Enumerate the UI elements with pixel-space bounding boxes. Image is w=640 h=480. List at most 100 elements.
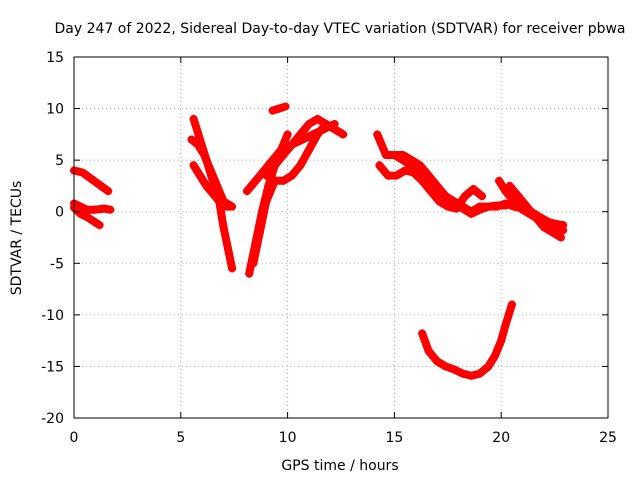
y-tick-label: -15 <box>41 359 64 375</box>
y-tick-labels: -20 -15 -10 -5 0 5 10 15 <box>41 50 64 427</box>
data-series-arc-13 <box>375 161 486 213</box>
y-tick-label: -10 <box>41 308 64 324</box>
data-point <box>492 202 501 211</box>
data-point <box>518 205 527 214</box>
data-point <box>296 130 305 139</box>
series-trace <box>262 114 348 180</box>
data-point <box>279 176 288 185</box>
data-point <box>467 371 476 380</box>
data-point <box>501 321 510 330</box>
data-point <box>202 181 211 190</box>
data-point <box>95 180 104 189</box>
data-point <box>187 135 196 144</box>
x-tick-label: 10 <box>279 430 297 446</box>
data-point <box>202 156 211 165</box>
data-point <box>450 197 459 206</box>
x-tick-labels: 0 5 10 15 20 25 <box>70 430 617 446</box>
data-point <box>535 215 544 224</box>
data-point <box>501 187 510 196</box>
data-point <box>304 145 313 154</box>
y-axis-label: SDTVAR / TECUs <box>9 181 25 296</box>
data-point <box>433 357 442 366</box>
data-point <box>99 204 108 213</box>
data-point <box>249 259 258 268</box>
data-point <box>189 161 198 170</box>
data-point <box>458 369 467 378</box>
data-point <box>262 197 271 206</box>
data-point <box>495 176 504 185</box>
data-point <box>467 207 476 216</box>
data-point <box>275 104 284 113</box>
data-point <box>281 102 290 111</box>
data-series-arc-15 <box>418 300 516 380</box>
data-point <box>477 192 486 201</box>
data-point <box>296 161 305 170</box>
plot-frame <box>73 56 609 419</box>
x-axis-label: GPS time / hours <box>281 458 398 474</box>
data-point <box>501 199 510 208</box>
data-point <box>251 176 260 185</box>
y-tick-label: -5 <box>50 256 64 272</box>
data-series <box>70 102 568 380</box>
data-point <box>433 187 442 196</box>
y-tick-label: 15 <box>46 50 64 66</box>
data-point <box>475 202 484 211</box>
data-point <box>279 150 288 159</box>
data-point <box>441 192 450 201</box>
data-point <box>330 125 339 134</box>
data-point <box>219 223 228 232</box>
data-point <box>544 218 553 227</box>
data-point <box>304 120 313 129</box>
x-tick-label: 20 <box>492 430 510 446</box>
data-point <box>435 197 444 206</box>
data-point <box>225 202 234 211</box>
x-tick-label: 25 <box>599 430 617 446</box>
x-tick-label: 15 <box>385 430 403 446</box>
data-point <box>375 161 384 170</box>
data-point <box>418 329 427 338</box>
data-point <box>82 205 91 214</box>
data-point <box>82 212 91 221</box>
data-point <box>270 161 279 170</box>
data-point <box>559 221 568 230</box>
data-point <box>89 216 98 225</box>
data-point <box>339 130 348 139</box>
data-point <box>196 135 205 144</box>
data-point <box>527 210 536 219</box>
data-point <box>514 192 523 201</box>
data-point <box>287 140 296 149</box>
data-point <box>443 202 452 211</box>
data-point <box>398 156 407 165</box>
data-point <box>283 130 292 139</box>
data-series-arc-6 <box>189 161 234 211</box>
data-point <box>228 264 237 273</box>
data-point <box>460 192 469 201</box>
y-tick-label: 0 <box>55 205 64 221</box>
data-point <box>313 130 322 139</box>
data-point <box>424 346 433 355</box>
data-point <box>287 171 296 180</box>
x-tick-label: 5 <box>176 430 185 446</box>
data-point <box>484 362 493 371</box>
data-point <box>407 161 416 170</box>
data-point <box>441 362 450 371</box>
data-point <box>373 130 382 139</box>
data-point <box>458 202 467 211</box>
data-point <box>510 197 519 206</box>
data-point <box>223 243 232 252</box>
data-point <box>469 185 478 194</box>
data-point <box>401 166 410 175</box>
series-trace <box>390 151 527 216</box>
data-series-arc-10 <box>262 114 348 180</box>
data-point <box>322 120 331 129</box>
data-point <box>484 202 493 211</box>
data-point <box>552 220 561 229</box>
data-point <box>87 174 96 183</box>
data-series-arc-18 <box>518 205 568 230</box>
data-point <box>490 352 499 361</box>
data-point <box>76 209 85 218</box>
y-tick-label: -20 <box>41 411 64 427</box>
data-point <box>243 187 252 196</box>
